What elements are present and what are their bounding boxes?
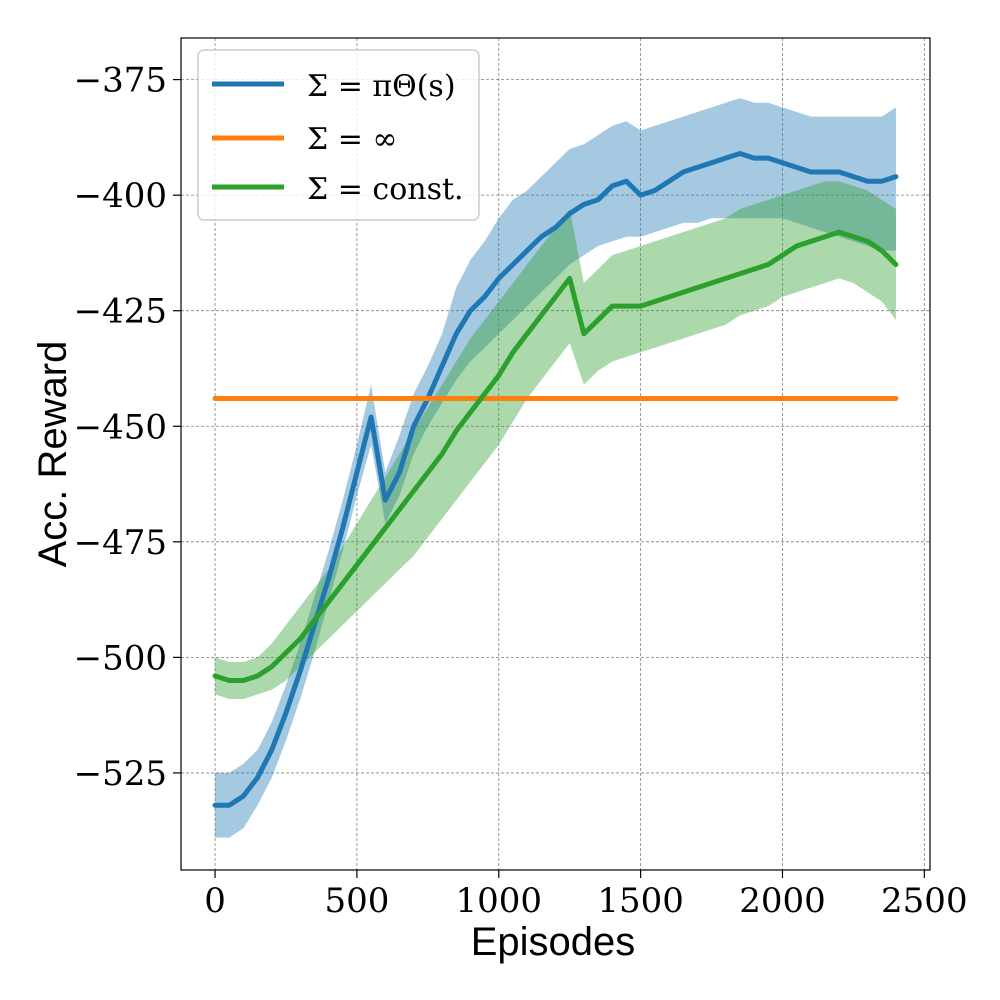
y-tick-label: −500 <box>74 638 167 678</box>
grid <box>181 38 930 870</box>
y-tick-label: −400 <box>74 176 167 216</box>
ticks: 0 500 1000 1500 2000 2500 −375 −400 −425 −450 −475… <box>74 61 968 921</box>
y-tick-label: −375 <box>74 61 167 101</box>
x-tick-label: 2000 <box>739 881 826 921</box>
x-axis-label: Episodes <box>471 920 636 964</box>
y-tick-label: −525 <box>74 754 167 794</box>
plot-frame <box>180 37 931 871</box>
y-tick-label: −475 <box>74 523 167 563</box>
legend-label-const: Σ = const. <box>307 172 464 207</box>
x-tick-label: 0 <box>204 881 226 921</box>
series-line-policy <box>212 151 899 808</box>
y-tick-label: −450 <box>74 407 167 447</box>
legend-label-infinity: Σ = ∞ <box>307 122 397 157</box>
x-tick-label: 2500 <box>881 881 968 921</box>
legend-label-policy: Σ = πΘ(s) <box>307 69 456 104</box>
band-const <box>215 181 896 699</box>
x-tick-label: 1000 <box>455 881 542 921</box>
legend-box <box>197 49 480 221</box>
y-tick-label: −425 <box>74 292 167 332</box>
legend: Σ = πΘ(s) Σ = ∞ Σ = const. <box>197 49 480 221</box>
y-axis-label: Acc. Reward <box>31 341 75 568</box>
x-tick-label: 1500 <box>597 881 684 921</box>
x-tick-label: 500 <box>324 881 389 921</box>
series-lines <box>212 151 899 808</box>
series-line-const <box>212 229 899 683</box>
